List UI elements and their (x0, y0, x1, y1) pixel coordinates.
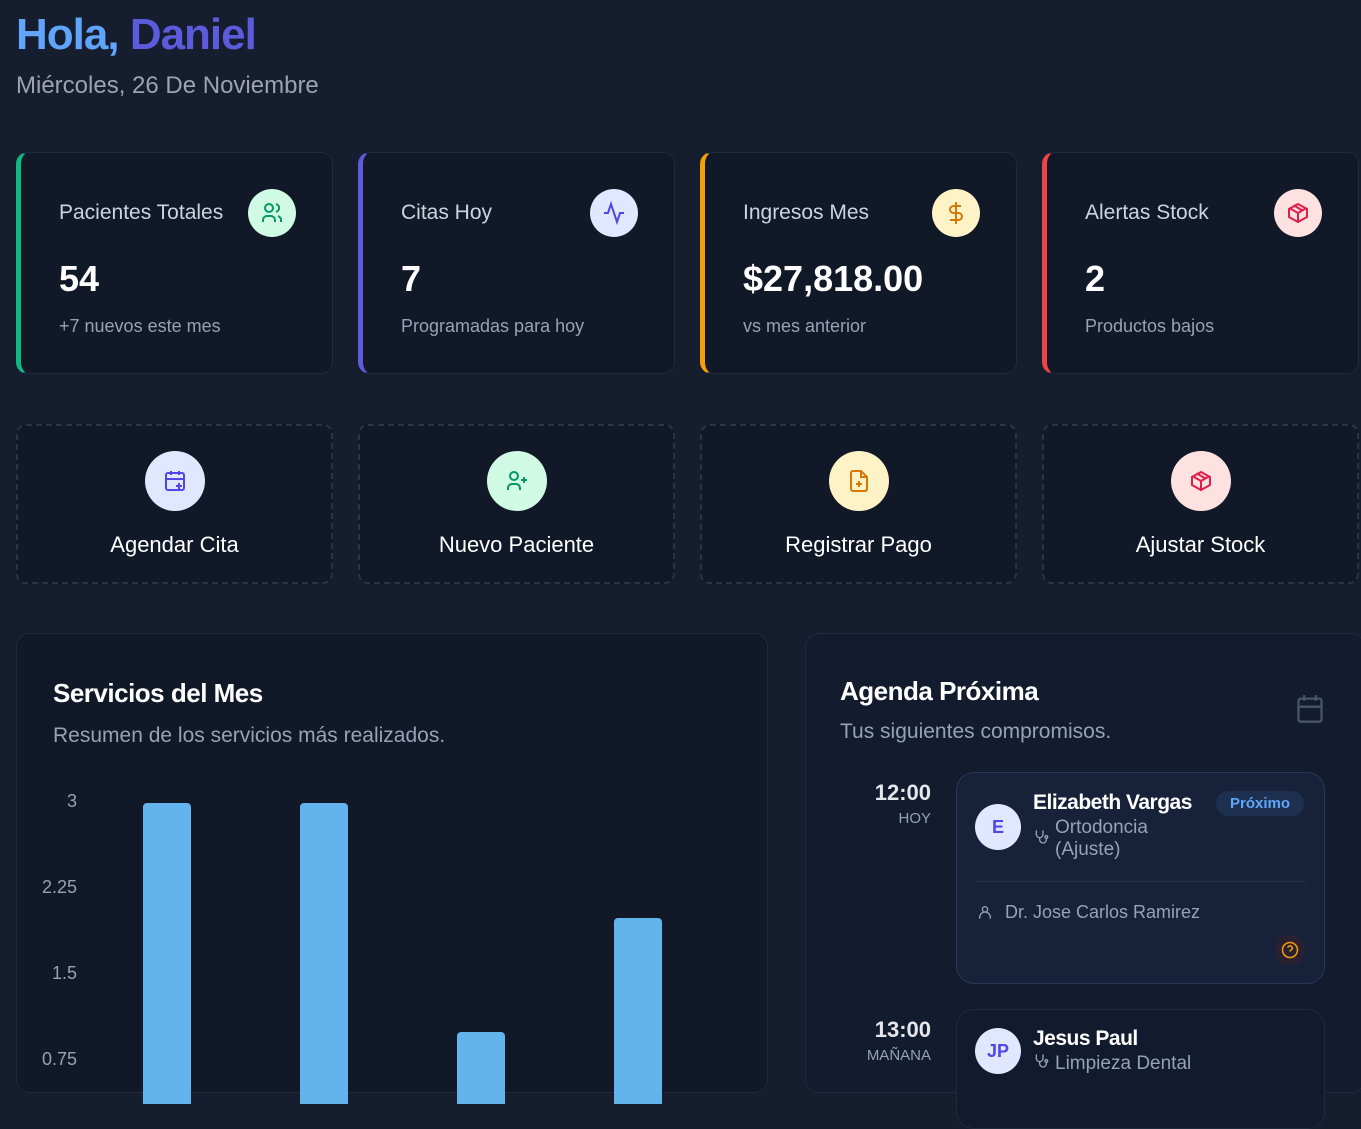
panel-title: Agenda Próxima (840, 676, 1039, 706)
action-label: Agendar Cita (110, 532, 239, 557)
divider (975, 881, 1306, 882)
schedule-appointment-button[interactable]: Agendar Cita (16, 424, 333, 584)
greeting-hello: Hola, (16, 10, 120, 59)
appointment-time: 13:00 MAÑANA (841, 1017, 931, 1064)
bar (143, 803, 191, 1104)
y-tick-label: 0.75 (41, 1049, 77, 1069)
time-day: HOY (898, 810, 931, 827)
new-patient-button[interactable]: Nuevo Paciente (358, 424, 675, 584)
action-label: Registrar Pago (785, 532, 932, 557)
appointment-time: 12:00 HOY (841, 780, 931, 827)
register-payment-button[interactable]: Registrar Pago (700, 424, 1017, 584)
panel-subtitle: Tus siguientes compromisos. (840, 720, 1112, 743)
stat-value: 7 (401, 258, 422, 299)
bar (457, 1032, 505, 1104)
stethoscope-icon (1033, 1053, 1049, 1075)
calendar-plus-icon (144, 451, 205, 511)
stat-label: Alertas Stock (1085, 201, 1209, 224)
agenda-panel: Agenda Próxima Tus siguientes compromiso… (805, 633, 1361, 1129)
services-panel: Servicios del Mes Resumen de los servici… (16, 633, 768, 1104)
file-plus-icon (828, 451, 889, 511)
stat-card-appointments: Citas Hoy 7 Programadas para hoy (358, 152, 675, 374)
bar (300, 803, 348, 1104)
stat-value: 54 (59, 258, 100, 299)
panel-title: Servicios del Mes (53, 678, 263, 708)
stethoscope-icon (1033, 829, 1049, 861)
stat-value: 2 (1085, 258, 1106, 299)
service: Limpieza Dental (1033, 1053, 1191, 1075)
user-name: Daniel (129, 10, 257, 59)
stat-card-patients: Pacientes Totales 54 +7 nuevos este mes (16, 152, 333, 374)
user-icon (977, 903, 993, 926)
activity-icon (590, 189, 638, 237)
package-icon (1170, 451, 1231, 511)
stat-label: Citas Hoy (401, 201, 493, 224)
help-icon[interactable] (1275, 935, 1305, 965)
service-name: Ortodoncia (Ajuste) (1055, 817, 1148, 860)
time-value: 12:00 (874, 780, 931, 805)
patient-name: Jesus Paul (1033, 1027, 1138, 1050)
stat-sub: +7 nuevos este mes (59, 316, 221, 336)
stat-card-income: Ingresos Mes $27,818.00 vs mes anterior (700, 152, 1017, 374)
appointment-card[interactable]: E Elizabeth Vargas Próximo Ortodoncia (A… (956, 772, 1325, 984)
bar (614, 917, 662, 1104)
adjust-stock-button[interactable]: Ajustar Stock (1042, 424, 1359, 584)
time-value: 13:00 (874, 1017, 931, 1042)
stat-sub: Programadas para hoy (401, 316, 585, 336)
service-name: Limpieza Dental (1055, 1053, 1192, 1074)
panel-subtitle: Resumen de los servicios más realizados. (53, 724, 446, 747)
doctor-name: Dr. Jose Carlos Ramirez (1005, 902, 1201, 922)
stat-label: Pacientes Totales (59, 201, 224, 224)
y-tick-label: 1.5 (51, 963, 77, 983)
calendar-icon[interactable] (1296, 694, 1324, 729)
stat-label: Ingresos Mes (743, 201, 870, 224)
avatar: JP (975, 1028, 1021, 1074)
user-plus-icon (486, 451, 547, 511)
y-tick-label: 2.25 (41, 877, 77, 897)
greeting-title: Hola, Daniel (16, 10, 257, 60)
service: Ortodoncia (Ajuste) (1033, 817, 1213, 861)
stat-card-stock: Alertas Stock 2 Productos bajos (1042, 152, 1359, 374)
status-badge: Próximo (1216, 791, 1305, 816)
action-label: Ajustar Stock (1135, 532, 1266, 557)
avatar: E (975, 804, 1021, 850)
package-icon (1274, 189, 1322, 237)
stat-sub: Productos bajos (1085, 316, 1215, 336)
y-tick-label: 3 (66, 791, 77, 811)
current-date: Miércoles, 26 De Noviembre (16, 72, 319, 99)
action-label: Nuevo Paciente (438, 532, 595, 557)
appointment-card[interactable]: JP Jesus Paul Limpieza Dental (956, 1009, 1325, 1129)
stat-sub: vs mes anterior (743, 316, 867, 336)
patient-name: Elizabeth Vargas (1033, 791, 1192, 814)
time-day: MAÑANA (866, 1047, 931, 1064)
dollar-icon (932, 189, 980, 237)
stat-value: $27,818.00 (743, 258, 924, 299)
users-icon (248, 189, 296, 237)
